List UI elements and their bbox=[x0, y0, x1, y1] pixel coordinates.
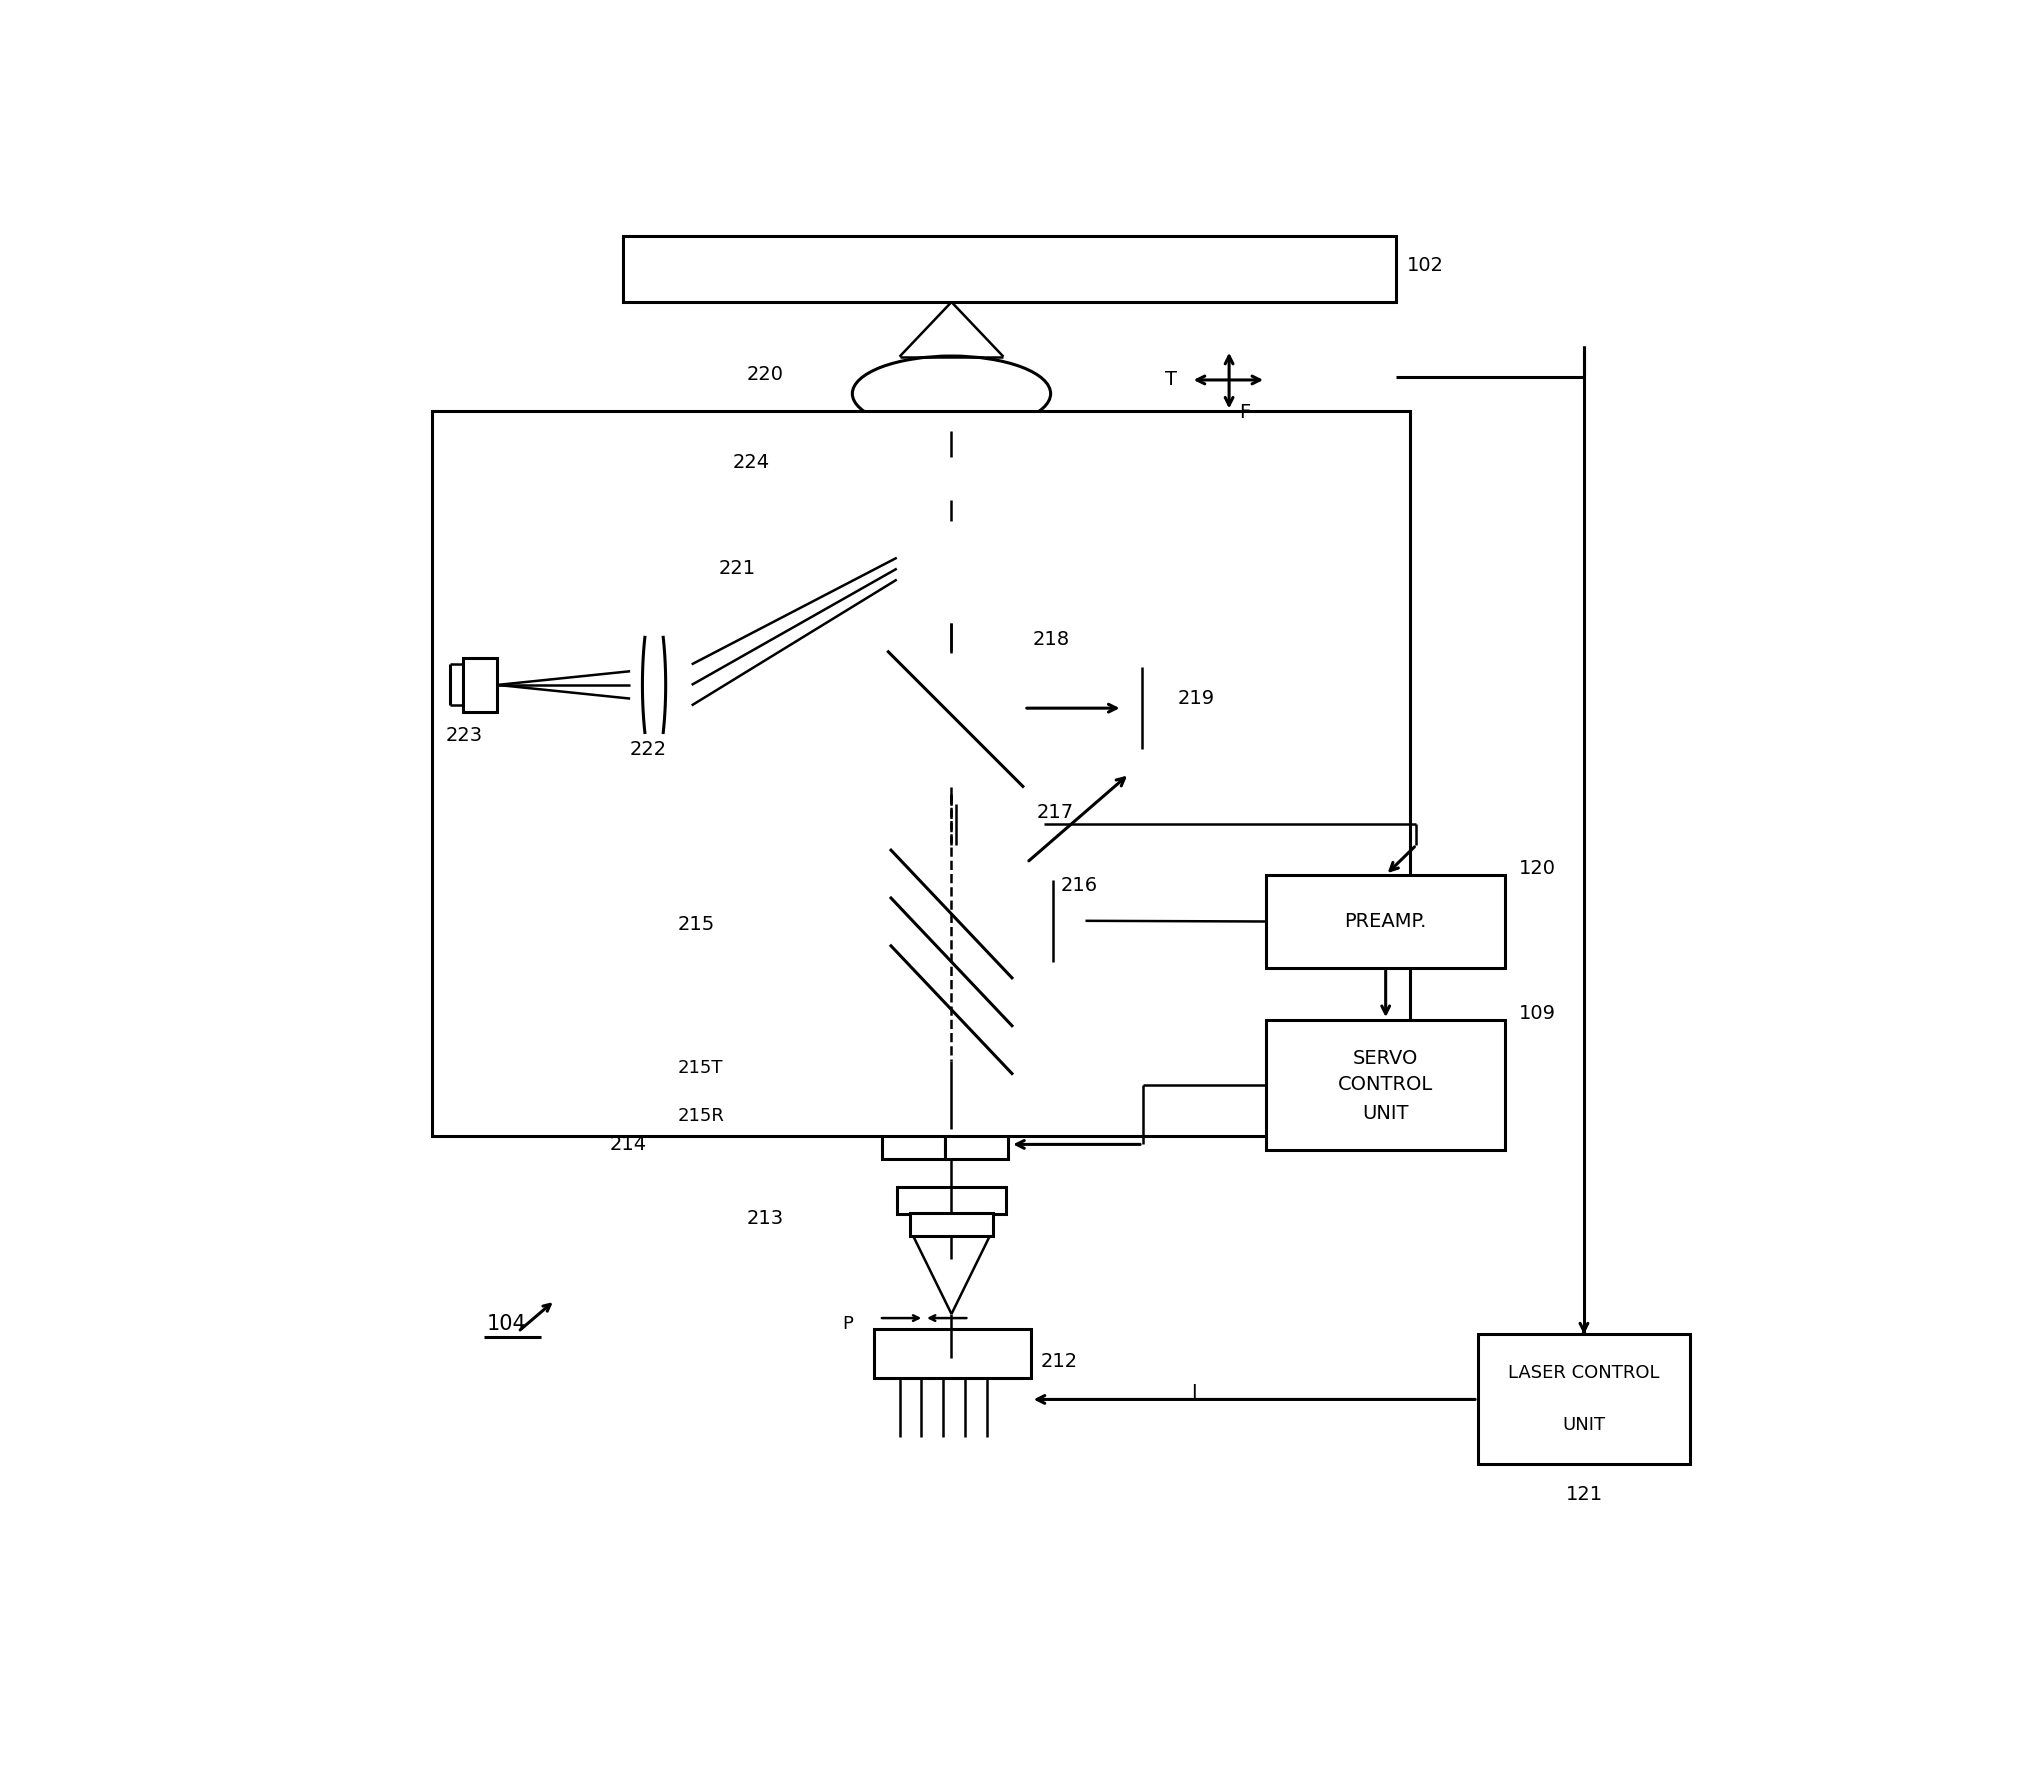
Text: 221: 221 bbox=[719, 559, 755, 579]
Text: 222: 222 bbox=[629, 739, 668, 758]
Text: 216: 216 bbox=[1062, 876, 1098, 895]
Text: PREAMP.: PREAMP. bbox=[1344, 913, 1427, 931]
Ellipse shape bbox=[853, 355, 1052, 432]
Bar bbox=[1478, 1334, 1689, 1465]
Text: UNIT: UNIT bbox=[1563, 1417, 1606, 1435]
Text: 215R: 215R bbox=[678, 1106, 725, 1124]
Text: UNIT: UNIT bbox=[1362, 1105, 1409, 1122]
Bar bbox=[1033, 874, 1054, 968]
Text: 104: 104 bbox=[487, 1314, 526, 1334]
Text: 120: 120 bbox=[1518, 858, 1557, 877]
Bar bbox=[877, 794, 1027, 1060]
Text: T: T bbox=[1165, 371, 1177, 389]
Text: CONTROL: CONTROL bbox=[1338, 1076, 1433, 1094]
Bar bbox=[873, 1328, 1031, 1378]
Text: 218: 218 bbox=[1031, 630, 1070, 650]
Text: 212: 212 bbox=[1039, 1352, 1078, 1371]
Text: LASER CONTROL: LASER CONTROL bbox=[1508, 1364, 1661, 1382]
Text: 224: 224 bbox=[733, 453, 769, 471]
Bar bbox=[1267, 1019, 1506, 1149]
Bar bbox=[944, 835, 1027, 1019]
Bar bbox=[881, 1130, 944, 1160]
Bar bbox=[883, 456, 1019, 487]
Bar bbox=[1123, 661, 1143, 757]
Text: 214: 214 bbox=[609, 1135, 648, 1154]
Text: SERVO: SERVO bbox=[1352, 1050, 1419, 1069]
Text: 215T: 215T bbox=[678, 1058, 723, 1076]
Text: 213: 213 bbox=[747, 1209, 784, 1227]
Text: 109: 109 bbox=[1518, 1003, 1557, 1023]
Bar bbox=[893, 805, 1017, 845]
Text: F: F bbox=[1238, 403, 1250, 423]
Text: 215: 215 bbox=[678, 915, 715, 934]
Bar bbox=[903, 483, 999, 501]
Text: 121: 121 bbox=[1565, 1485, 1602, 1504]
Bar bbox=[432, 412, 1409, 1137]
Text: I: I bbox=[1192, 1384, 1196, 1401]
Bar bbox=[463, 657, 497, 712]
Text: 102: 102 bbox=[1407, 256, 1443, 275]
Bar bbox=[887, 650, 1023, 787]
Bar bbox=[907, 671, 1003, 767]
Bar bbox=[623, 236, 1397, 302]
Bar bbox=[1267, 876, 1506, 968]
Bar bbox=[897, 1186, 1007, 1215]
Bar bbox=[911, 1213, 993, 1236]
Bar bbox=[944, 1130, 1007, 1160]
Text: 217: 217 bbox=[1035, 803, 1074, 822]
Text: 220: 220 bbox=[747, 366, 784, 384]
Text: 223: 223 bbox=[445, 726, 483, 744]
Text: P: P bbox=[842, 1314, 853, 1332]
Text: 219: 219 bbox=[1177, 689, 1214, 709]
FancyBboxPatch shape bbox=[893, 510, 1011, 634]
